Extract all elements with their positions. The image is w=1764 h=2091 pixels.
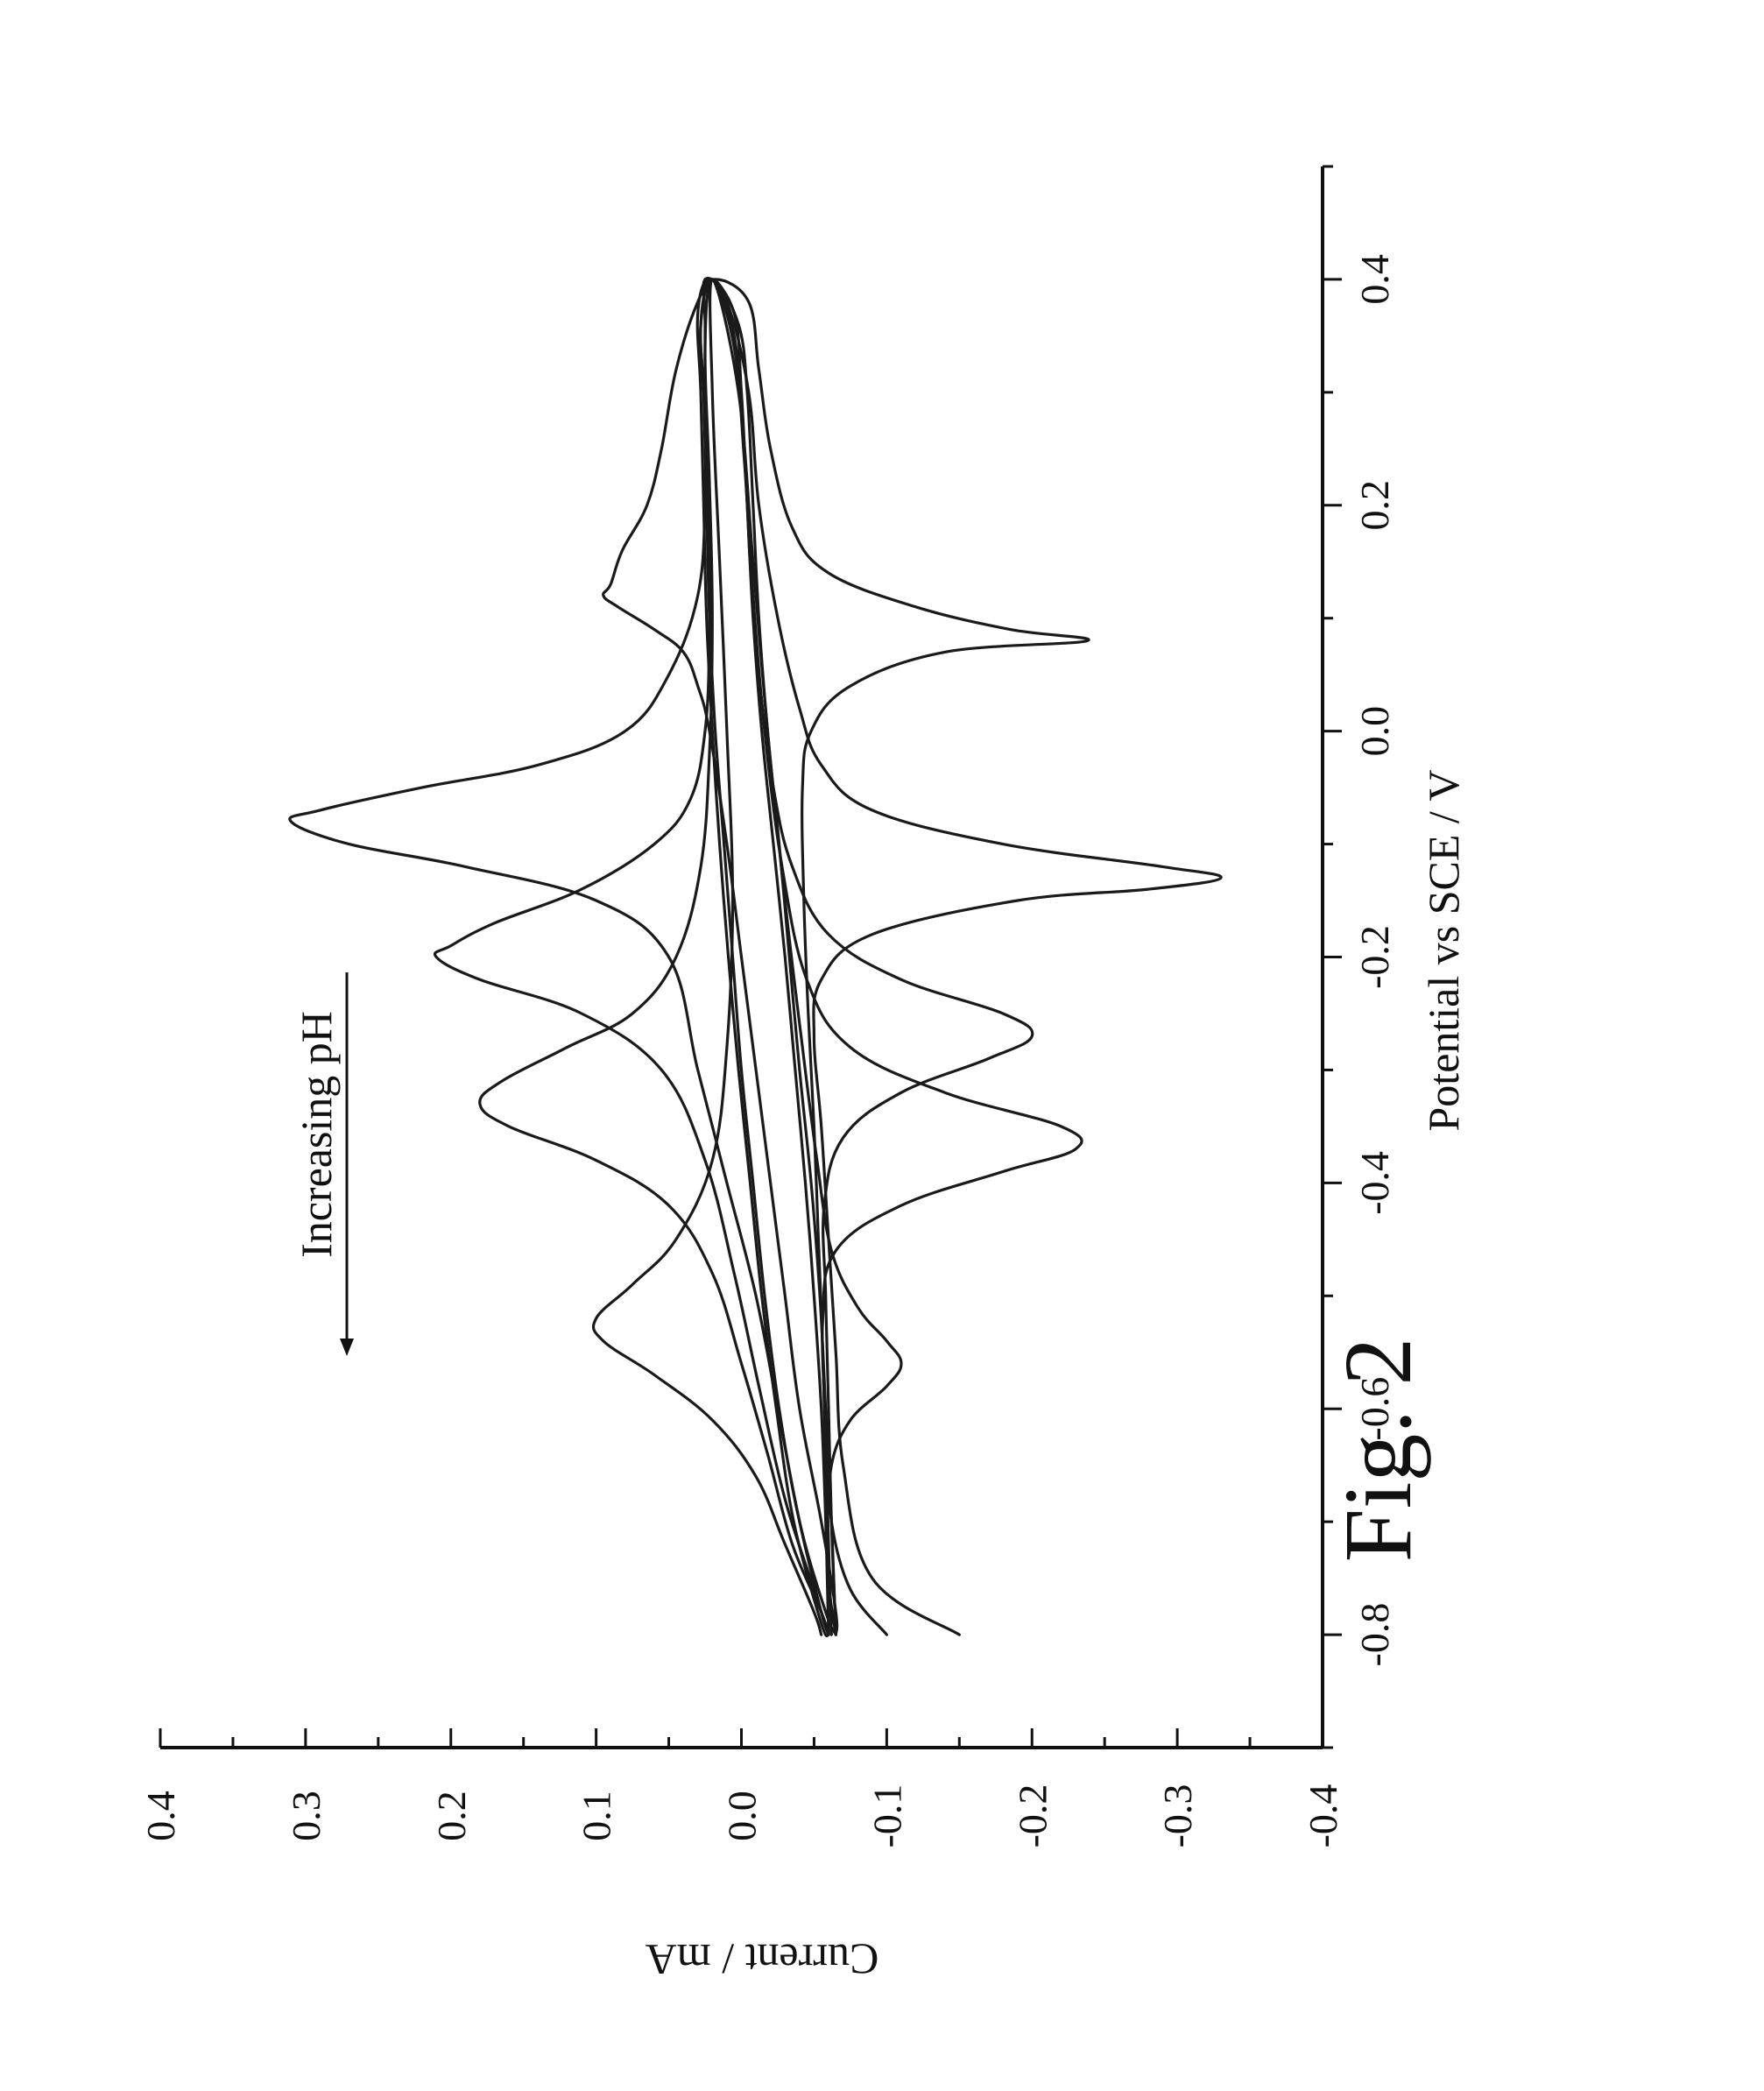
cv-curves bbox=[290, 279, 1221, 1636]
x-axis-label: Potential vs SCE / V bbox=[1419, 769, 1468, 1131]
increasing-ph-annotation: Increasing pH bbox=[292, 972, 354, 1356]
current-tick-label: 0.3 bbox=[284, 1791, 328, 1841]
current-tick-label: -0.4 bbox=[1301, 1784, 1345, 1848]
potential-tick-label: 0.4 bbox=[1352, 254, 1397, 305]
current-tick-label: 0.4 bbox=[138, 1791, 183, 1841]
current-tick-label: -0.1 bbox=[864, 1784, 909, 1848]
potential-tick-label: 0.0 bbox=[1352, 706, 1397, 757]
potential-tick-label: 0.2 bbox=[1352, 480, 1397, 531]
potential-tick-label: -0.4 bbox=[1352, 1151, 1397, 1215]
increasing-ph-label: Increasing pH bbox=[292, 1011, 341, 1258]
y-axis-label: Current / mA bbox=[646, 1935, 879, 1984]
potential-tick-label: -0.2 bbox=[1352, 925, 1397, 989]
cv-curve-2 bbox=[290, 279, 1221, 1635]
current-tick-label: 0.2 bbox=[429, 1791, 474, 1841]
figure-label: Fig. 2 bbox=[1324, 1338, 1431, 1563]
current-tick-label: 0.0 bbox=[720, 1791, 765, 1841]
axis-ticks: 0.40.30.20.10.0-0.1-0.2-0.3-0.4-0.8-0.6-… bbox=[138, 166, 1397, 1847]
current-tick-label: -0.3 bbox=[1155, 1784, 1200, 1848]
current-tick-label: -0.2 bbox=[1010, 1784, 1055, 1848]
current-tick-label: 0.1 bbox=[575, 1791, 619, 1841]
potential-tick-label: -0.8 bbox=[1352, 1603, 1397, 1667]
arrow-head-icon bbox=[340, 1339, 354, 1356]
